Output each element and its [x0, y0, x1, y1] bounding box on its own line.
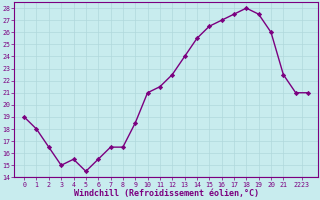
X-axis label: Windchill (Refroidissement éolien,°C): Windchill (Refroidissement éolien,°C)	[74, 189, 259, 198]
